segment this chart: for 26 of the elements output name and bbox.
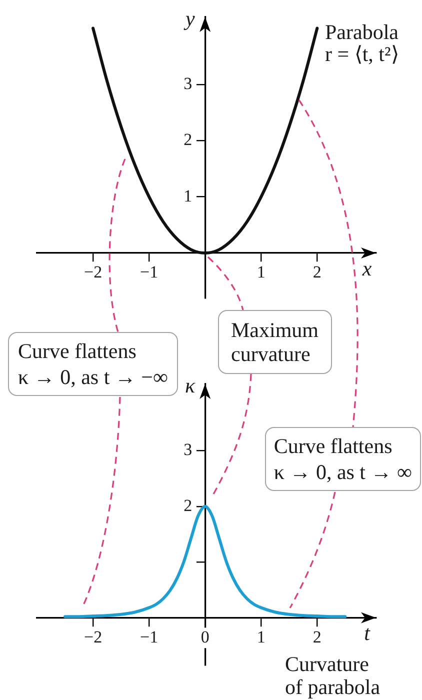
- annotation: Curve flattens κ → 0, as t → −∞: [18, 338, 168, 390]
- x-axis-title: x: [361, 256, 372, 281]
- annotation: Curvature of parabola: [285, 652, 380, 699]
- rounded-callout: Maximum curvature: [218, 310, 332, 374]
- x-tick-label: 2: [312, 262, 322, 282]
- y-axis-title: κ: [185, 374, 196, 398]
- y-tick-label: 2: [184, 496, 192, 515]
- x-tick-label: −2: [84, 627, 102, 646]
- y-tick-label: 3: [184, 74, 192, 93]
- x-tick-label: 0: [200, 627, 210, 646]
- rounded-callout: Curve flattens κ → 0, as t → −∞: [8, 332, 178, 396]
- x-tick-label: 1: [256, 627, 266, 646]
- rounded-callout: Curve flattens κ → 0, as t → ∞: [264, 427, 421, 491]
- x-tick-label: −1: [140, 262, 158, 282]
- annotation: Curve flattens κ → 0, as t → ∞: [274, 433, 412, 485]
- y-axis-title: y: [183, 6, 196, 31]
- x-tick-label: 2: [312, 627, 322, 646]
- x-tick-label: −1: [140, 627, 158, 646]
- y-tick-label: 3: [184, 440, 192, 460]
- x-axis-title: t: [364, 621, 372, 646]
- annotation: r = ⟨t, t²⟩: [325, 42, 399, 66]
- y-tick-label: 2: [184, 130, 192, 150]
- y-tick-label: 1: [184, 186, 192, 206]
- x-tick-label: −2: [84, 262, 102, 282]
- annotation: Parabola: [325, 20, 398, 44]
- x-tick-label: 1: [256, 262, 266, 282]
